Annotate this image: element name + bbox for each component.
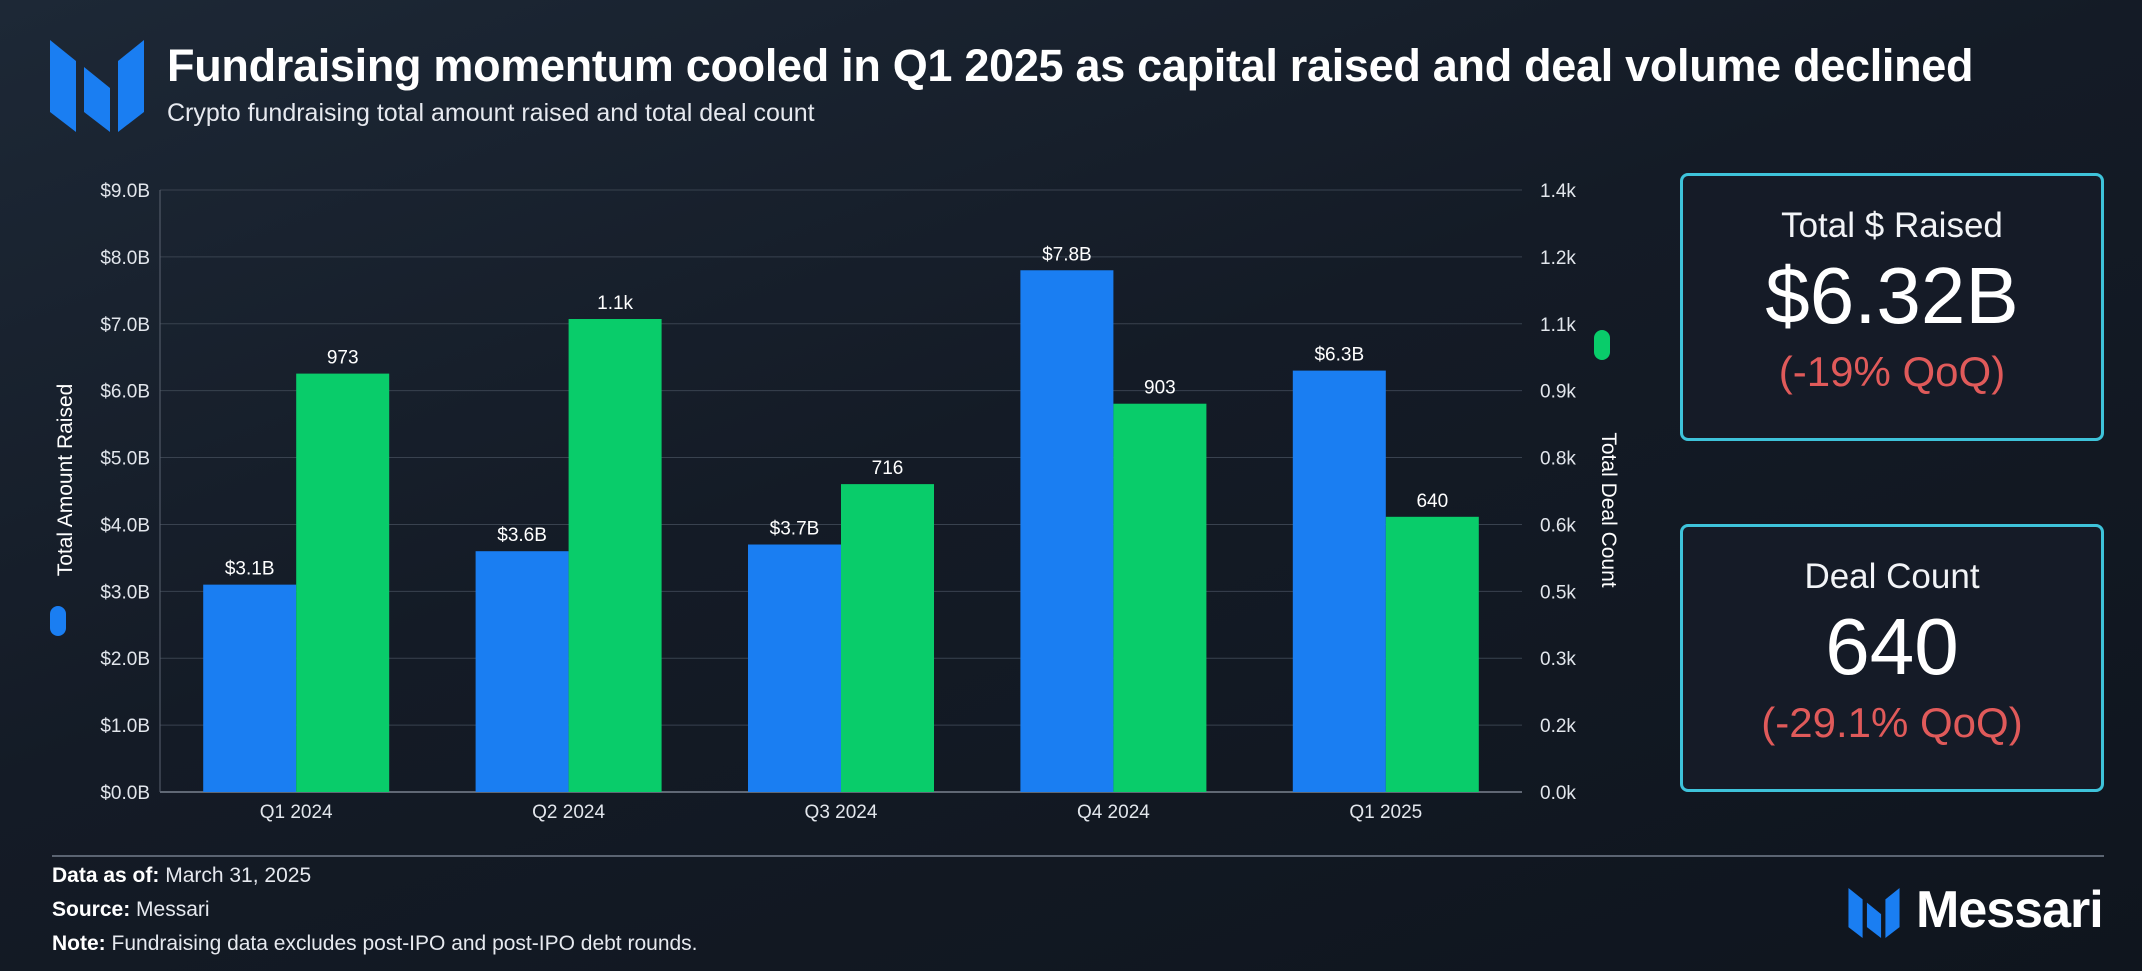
footnote-source-value: Messari: [136, 898, 210, 921]
y2-tick-label: 1.4k: [1540, 181, 1576, 202]
y-tick-label: $6.0B: [100, 382, 150, 403]
y-tick-label: $9.0B: [100, 181, 150, 202]
brand-logo: Messari: [1848, 878, 2108, 944]
kpi-total-raised-value: $6.32B: [1765, 251, 2019, 340]
y2-tick-label: 1.2k: [1540, 248, 1576, 269]
footnote-data-as-of-value: March 31, 2025: [165, 864, 312, 887]
bar-amount-raised: [203, 584, 297, 792]
fundraising-chart: $0.0B 0.0k $1.0B 0.2k $2.0B 0.3k $3.0B 0.5k $4.0…: [50, 181, 1620, 823]
bar-deal-count: [1385, 516, 1479, 792]
legend-deal-count-swatch: [1594, 330, 1610, 360]
data-label-deal-count: 903: [1144, 378, 1176, 399]
y2-tick-label: 0.3k: [1540, 649, 1576, 670]
kpi-deal-count-change: (-29.1% QoQ): [1761, 699, 2023, 746]
data-label-amount-raised: $6.3B: [1314, 345, 1364, 366]
y2-tick-label: 0.6k: [1540, 515, 1576, 536]
y-tick-label: $8.0B: [100, 248, 150, 269]
messari-logo-icon: [50, 40, 144, 132]
y-tick-label: $5.0B: [100, 449, 150, 470]
y2-tick-label: 0.9k: [1540, 382, 1576, 403]
footnote-note-label: Note:: [52, 932, 106, 955]
y2-tick-label: 0.0k: [1540, 783, 1576, 804]
y2-tick-label: 0.2k: [1540, 716, 1576, 737]
footnote-data-as-of: Data as of: March 31, 2025: [52, 864, 311, 888]
x-tick-label: Q2 2024: [532, 802, 605, 823]
bar-deal-count: [841, 484, 934, 792]
data-label-amount-raised: $7.8B: [1042, 244, 1092, 265]
footnote-source: Source: Messari: [52, 898, 210, 922]
y-tick-label: $3.0B: [100, 582, 150, 603]
page-title: Fundraising momentum cooled in Q1 2025 a…: [167, 40, 1974, 91]
kpi-total-raised-change: (-19% QoQ): [1778, 348, 2006, 395]
kpi-total-raised-label: Total $ Raised: [1781, 206, 2003, 245]
y2-tick-label: 0.8k: [1540, 449, 1576, 470]
x-tick-label: Q4 2024: [1077, 802, 1150, 823]
x-tick-label: Q1 2025: [1349, 802, 1422, 823]
data-label-amount-raised: $3.1B: [225, 559, 275, 580]
legend-amount-raised-swatch: [50, 606, 66, 636]
footnote-note: Note: Fundraising data excludes post-IPO…: [52, 932, 698, 956]
data-label-deal-count: 640: [1416, 491, 1448, 512]
footnote-data-as-of-label: Data as of:: [52, 864, 160, 887]
y2-tick-label: 0.5k: [1540, 582, 1576, 603]
brand-name: Messari: [1916, 881, 2104, 939]
y-tick-label: $2.0B: [100, 649, 150, 670]
x-tick-label: Q3 2024: [805, 802, 878, 823]
bar-amount-raised: [1292, 370, 1386, 792]
data-label-deal-count: 973: [327, 348, 359, 369]
data-label-amount-raised: $3.7B: [770, 519, 820, 540]
y-tick-label: $0.0B: [100, 783, 150, 804]
footnote-note-value: Fundraising data excludes post-IPO and p…: [111, 932, 698, 955]
bar-amount-raised: [748, 544, 841, 792]
bar-amount-raised: [475, 551, 569, 792]
page-subtitle: Crypto fundraising total amount raised a…: [167, 99, 815, 127]
kpi-deal-count-value: 640: [1825, 602, 1959, 691]
y-axis-title: Total Amount Raised: [54, 384, 77, 577]
y-tick-label: $1.0B: [100, 716, 150, 737]
bar-deal-count: [568, 319, 662, 792]
kpi-deal-count-label: Deal Count: [1804, 557, 1980, 596]
y2-tick-label: 1.1k: [1540, 315, 1576, 336]
kpi-deal-count-card: Deal Count 640 (-29.1% QoQ): [1680, 524, 2104, 792]
y2-axis-title: Total Deal Count: [1597, 432, 1620, 587]
messari-brand-icon: [1848, 888, 1900, 938]
y-tick-label: $4.0B: [100, 515, 150, 536]
footer-divider: [52, 855, 2104, 857]
bar-deal-count: [1113, 403, 1207, 792]
data-label-amount-raised: $3.6B: [497, 525, 547, 546]
footnote-source-label: Source:: [52, 898, 131, 921]
data-label-deal-count: 1.1k: [597, 293, 633, 314]
kpi-total-raised-card: Total $ Raised $6.32B (-19% QoQ): [1680, 173, 2104, 441]
y-tick-label: $7.0B: [100, 315, 150, 336]
data-label-deal-count: 716: [872, 458, 904, 479]
bar-amount-raised: [1020, 270, 1114, 792]
bar-deal-count: [296, 373, 390, 792]
x-tick-label: Q1 2024: [260, 802, 333, 823]
